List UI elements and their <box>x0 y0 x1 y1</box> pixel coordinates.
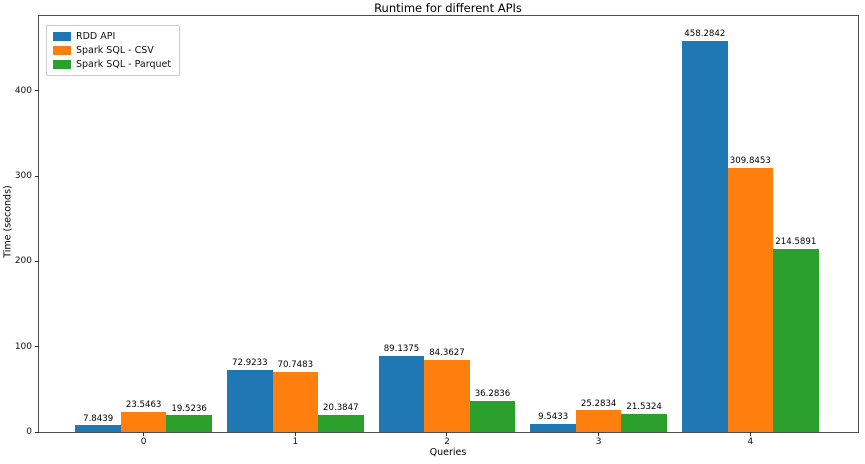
x-tick-label: 0 <box>140 437 147 447</box>
y-tick-label: 400 <box>14 85 32 96</box>
legend-swatch-rdd-api <box>53 32 71 41</box>
bar <box>166 415 212 432</box>
legend-swatch-spark-sql-parquet <box>53 60 71 69</box>
bar-value-label: 19.5236 <box>171 403 207 414</box>
bar <box>75 425 121 432</box>
bar <box>773 248 819 432</box>
x-tick-mark <box>446 432 448 436</box>
x-tick-label: 2 <box>444 437 450 447</box>
plot-area: RDD API Spark SQL - CSV Spark SQL - Parq… <box>15 15 859 447</box>
legend-label: RDD API <box>76 31 116 42</box>
bar-value-label: 70.7483 <box>277 360 314 371</box>
x-tick-label: 4 <box>747 437 754 447</box>
y-tick-mark <box>35 260 39 262</box>
y-tick-label: 100 <box>14 341 32 352</box>
legend-swatch-spark-sql-csv <box>53 46 71 55</box>
legend-label: Spark SQL - Parquet <box>76 59 172 70</box>
bar-value-label: 36.2836 <box>474 389 511 400</box>
bar-value-label: 84.3627 <box>429 348 465 359</box>
bar-value-label: 309.8453 <box>729 156 771 167</box>
bar-value-label: 21.5324 <box>626 402 662 413</box>
bar <box>621 413 667 432</box>
legend-label: Spark SQL - CSV <box>76 45 154 56</box>
bar <box>120 411 167 432</box>
x-tick-mark <box>294 432 296 436</box>
bar <box>682 40 728 432</box>
bar <box>530 423 576 432</box>
bar <box>424 360 470 432</box>
bar-value-label: 23.5463 <box>125 400 162 411</box>
y-tick-mark <box>35 431 39 433</box>
legend-item: Spark SQL - CSV <box>53 45 171 56</box>
chart-title: Runtime for different APIs <box>374 1 522 15</box>
bar-value-label: 72.9233 <box>232 358 268 369</box>
y-tick-mark <box>35 346 39 348</box>
y-tick-mark <box>35 175 39 177</box>
legend-item: Spark SQL - Parquet <box>53 59 171 70</box>
bar <box>575 410 622 432</box>
bar <box>272 371 319 432</box>
bar-value-label: 7.8439 <box>83 413 114 424</box>
x-tick-mark <box>143 432 145 436</box>
y-tick-label: 300 <box>14 171 32 181</box>
bar <box>469 401 516 432</box>
x-tick-mark <box>598 432 600 436</box>
legend-item: RDD API <box>53 31 171 42</box>
x-tick-label: 3 <box>595 437 602 447</box>
bar <box>378 355 425 432</box>
bar-value-label: 89.1375 <box>383 344 420 355</box>
y-tick-mark <box>35 90 39 92</box>
x-tick-label: 1 <box>292 437 299 447</box>
bar <box>727 167 774 432</box>
bar <box>318 414 364 432</box>
bar <box>227 369 273 432</box>
bar-value-label: 458.2842 <box>684 29 726 40</box>
bar-value-label: 214.5891 <box>775 237 817 248</box>
bar-value-label: 20.3847 <box>323 403 359 414</box>
y-tick-label: 0 <box>26 427 32 437</box>
bar-value-label: 9.5433 <box>538 412 569 423</box>
x-tick-mark <box>749 432 751 436</box>
y-axis-label: Time (seconds) <box>2 185 14 258</box>
x-axis-label: Queries <box>429 447 467 458</box>
legend: RDD API Spark SQL - CSV Spark SQL - Parq… <box>46 25 181 76</box>
bar-value-label: 25.2834 <box>580 398 617 409</box>
y-tick-label: 200 <box>14 256 32 267</box>
